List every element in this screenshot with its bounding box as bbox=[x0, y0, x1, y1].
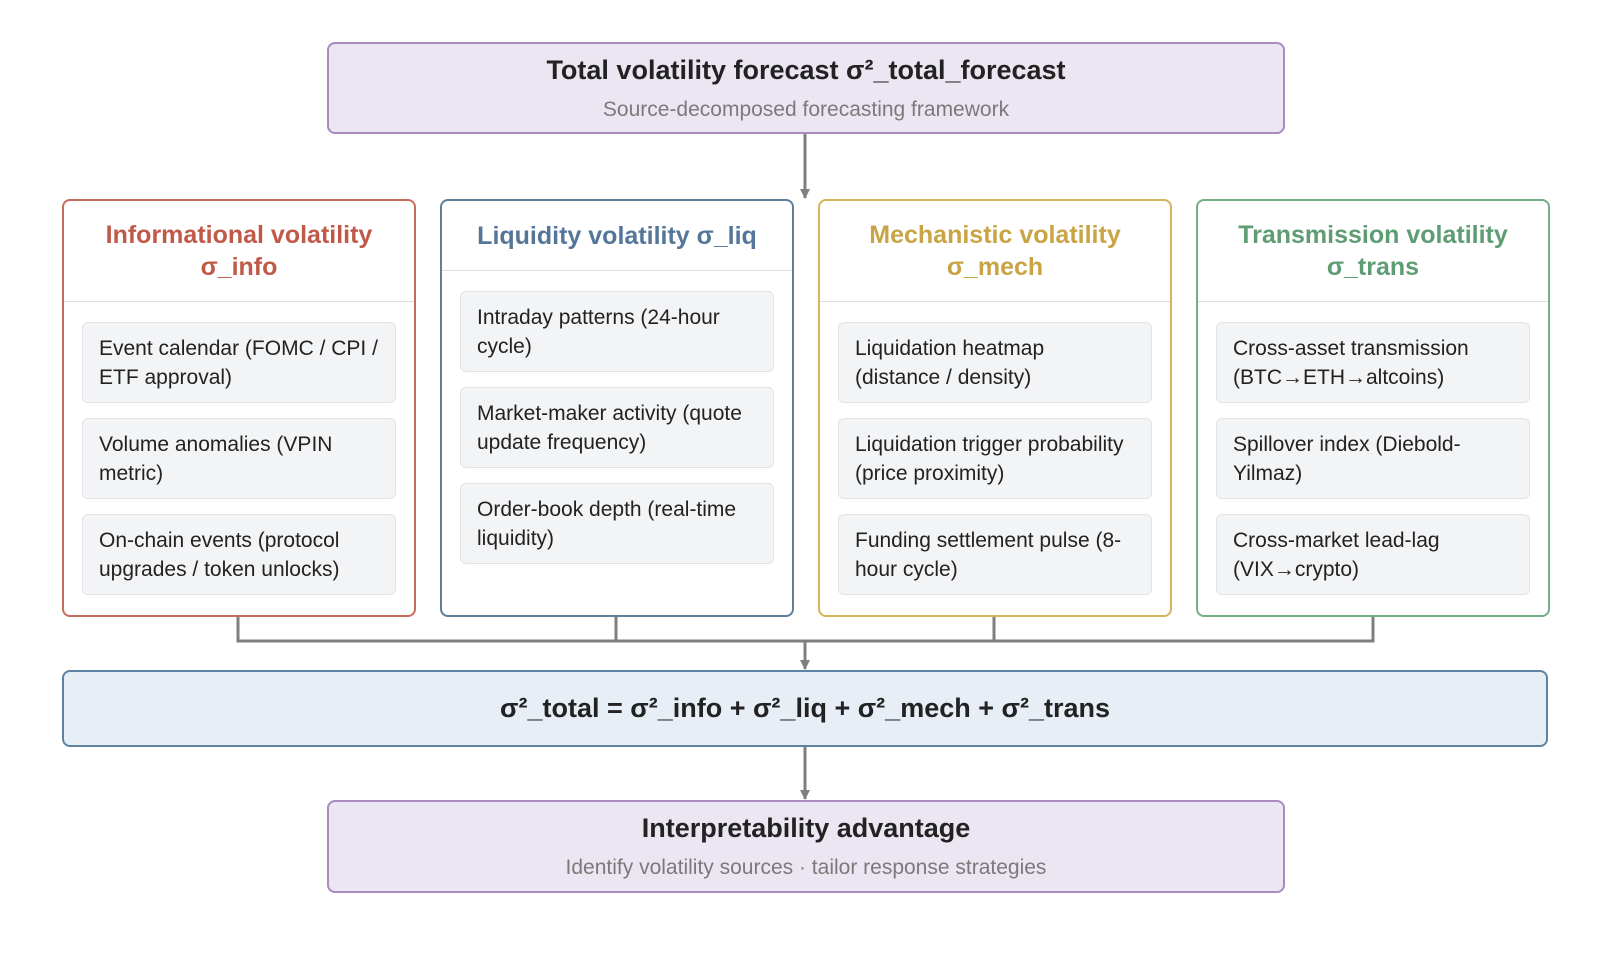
interpretability-subtitle: Identify volatility sources · tailor res… bbox=[565, 856, 1047, 879]
list-item: Volume anomalies (VPIN metric) bbox=[82, 418, 396, 499]
list-item: Order-book depth (real-time liquidity) bbox=[460, 483, 774, 564]
total-forecast-node: Total volatility forecast σ²_total_forec… bbox=[327, 42, 1285, 134]
list-item: Liquidation trigger probability (price p… bbox=[838, 418, 1152, 499]
mechanistic-volatility-card: Mechanistic volatility σ_mech Liquidatio… bbox=[818, 199, 1172, 617]
list-item: Cross-market lead-lag (VIX→crypto) bbox=[1216, 514, 1530, 595]
liquidity-volatility-card: Liquidity volatility σ_liq Intraday patt… bbox=[440, 199, 794, 617]
total-forecast-subtitle: Source-decomposed forecasting framework bbox=[602, 97, 1010, 121]
interpretability-node: Interpretability advantage Identify vola… bbox=[327, 800, 1285, 893]
formula-text: σ²_total = σ²_info + σ²_liq + σ²_mech + … bbox=[500, 693, 1110, 723]
card-title: Transmission volatility σ_trans bbox=[1198, 201, 1548, 302]
informational-volatility-card: Informational volatility σ_info Event ca… bbox=[62, 199, 416, 617]
card-title: Informational volatility σ_info bbox=[64, 201, 414, 302]
list-item: Funding settlement pulse (8-hour cycle) bbox=[838, 514, 1152, 595]
list-item: On-chain events (protocol upgrades / tok… bbox=[82, 514, 396, 595]
merge-lines bbox=[236, 617, 1375, 643]
card-title: Mechanistic volatility σ_mech bbox=[820, 201, 1170, 302]
transmission-volatility-card: Transmission volatility σ_trans Cross-as… bbox=[1196, 199, 1550, 617]
list-item: Market-maker activity (quote update freq… bbox=[460, 387, 774, 468]
list-item: Liquidation heatmap (distance / density) bbox=[838, 322, 1152, 403]
card-title: Liquidity volatility σ_liq bbox=[442, 201, 792, 271]
interpretability-title: Interpretability advantage bbox=[641, 813, 971, 843]
formula-node: σ²_total = σ²_info + σ²_liq + σ²_mech + … bbox=[62, 670, 1548, 747]
list-item: Intraday patterns (24-hour cycle) bbox=[460, 291, 774, 372]
total-forecast-title: Total volatility forecast σ²_total_forec… bbox=[546, 54, 1066, 85]
list-item: Event calendar (FOMC / CPI / ETF approva… bbox=[82, 322, 396, 403]
list-item: Cross-asset transmission (BTC→ETH→altcoi… bbox=[1216, 322, 1530, 403]
list-item: Spillover index (Diebold-Yilmaz) bbox=[1216, 418, 1530, 499]
